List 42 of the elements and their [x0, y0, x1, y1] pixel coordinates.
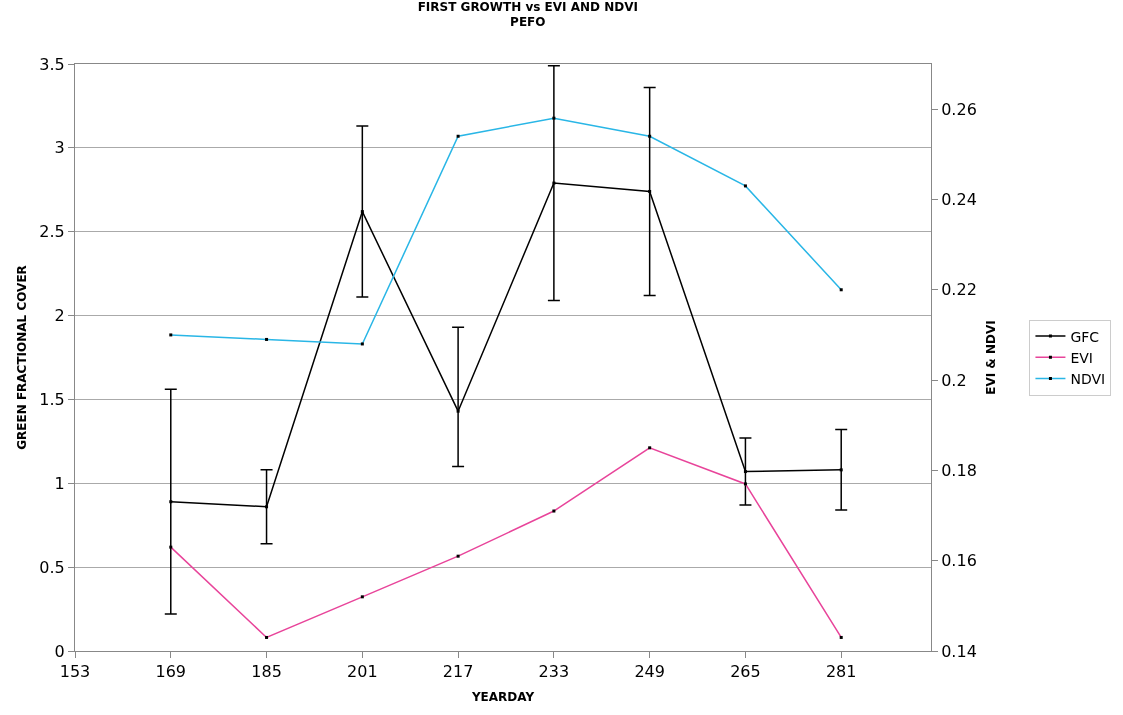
x-tick-label: 249 — [634, 662, 665, 682]
point — [456, 409, 460, 413]
chart-subtitle: PEFO — [510, 15, 546, 30]
y-tick-label: 0.5 — [39, 557, 65, 577]
y2-tick-label: 0.16 — [941, 551, 977, 571]
y2-tick-label: 0.24 — [941, 190, 977, 210]
point — [839, 468, 843, 472]
y-axis-title: GREEN FRACTIONAL COVER — [14, 265, 29, 450]
y-tick-label: 3.5 — [39, 54, 65, 74]
point — [169, 500, 173, 504]
y2-tick-label: 0.2 — [941, 370, 967, 390]
line-series — [169, 446, 843, 639]
x-tick-label: 265 — [730, 662, 761, 682]
x-axis-title: YEARDAY — [470, 690, 535, 705]
point — [265, 505, 269, 509]
chart-title: FIRST GROWTH vs EVI AND NDVI — [417, 0, 638, 14]
x-tick-label: 185 — [251, 662, 282, 682]
legend-label: NDVI — [1070, 370, 1106, 387]
y-tick-label: 0 — [54, 641, 65, 661]
y-tick-label: 1 — [54, 473, 65, 493]
x-tick-label: 153 — [59, 662, 91, 682]
point — [360, 210, 364, 214]
y2-tick-label: 0.18 — [941, 460, 977, 480]
line-series — [169, 116, 843, 346]
y-tick-label: 2.5 — [39, 222, 65, 242]
y-tick-label: 1.5 — [39, 390, 65, 410]
y-tick-label: 3 — [54, 138, 65, 158]
x-tick-label: 281 — [825, 662, 857, 682]
x-tick-label: 233 — [538, 662, 570, 682]
y2-axis-title: EVI & NDVI — [983, 320, 998, 395]
legend-label: EVI — [1070, 349, 1093, 366]
x-tick-label: 169 — [155, 662, 187, 682]
point — [552, 181, 556, 185]
y2-tick-label: 0.22 — [941, 280, 977, 300]
y-tick-label: 2 — [54, 306, 65, 326]
point — [648, 189, 652, 193]
x-tick-label: 217 — [442, 662, 474, 682]
y2-tick-label: 0.26 — [941, 99, 977, 119]
x-tick-label: 201 — [347, 662, 378, 682]
y2-tick-label: 0.14 — [941, 641, 977, 661]
point — [743, 470, 747, 474]
legend-label: GFC — [1070, 328, 1100, 345]
